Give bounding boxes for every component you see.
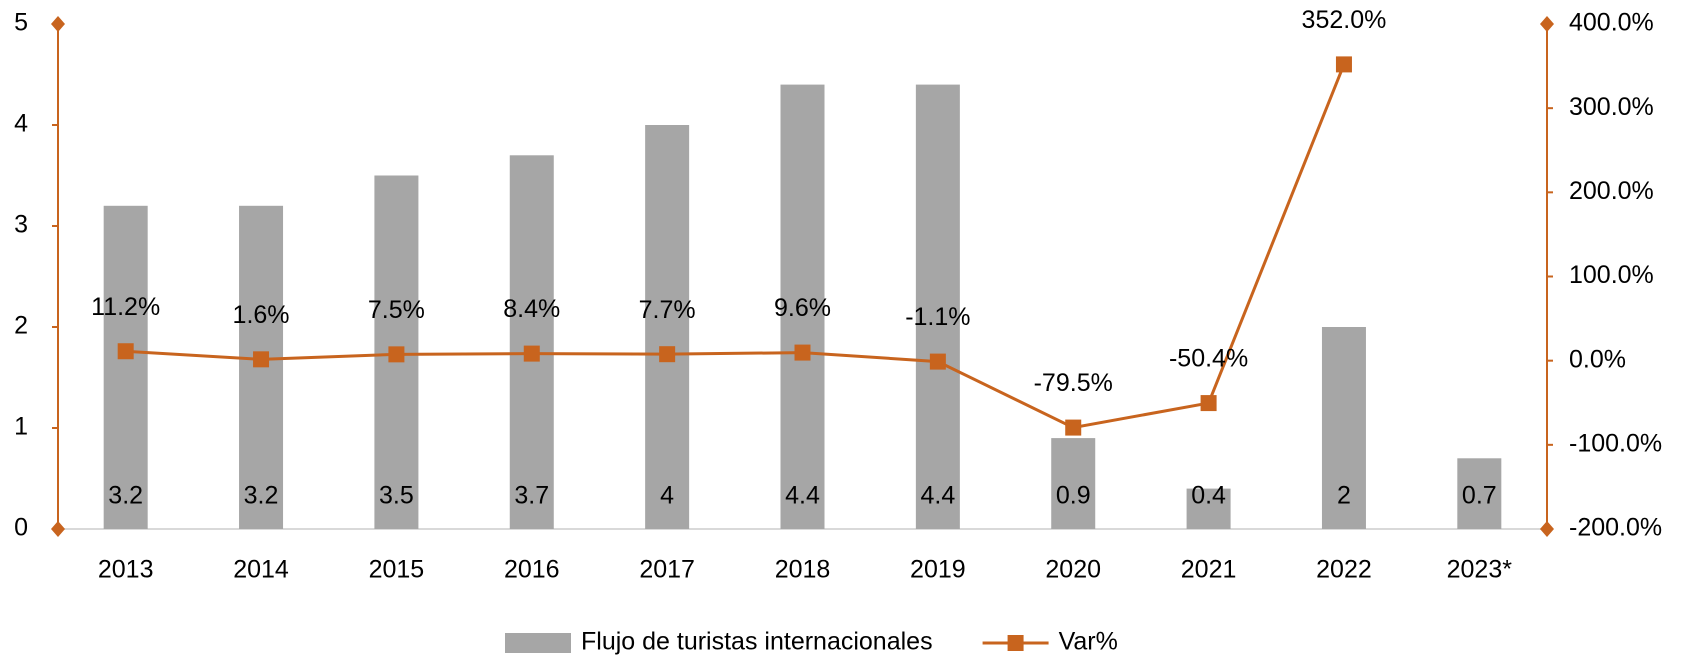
y2-tick-label: 400.0% xyxy=(1569,9,1654,37)
x-tick-label: 2023* xyxy=(1447,556,1513,584)
bar xyxy=(509,155,554,530)
bar-value-label: 0.4 xyxy=(1191,482,1226,510)
y-tick-label: 5 xyxy=(14,9,28,37)
bar-value-label: 4.4 xyxy=(785,482,820,510)
bar-value-label: 2 xyxy=(1337,482,1351,510)
x-tick-label: 2022 xyxy=(1316,556,1372,584)
bar-value-label: 3.7 xyxy=(514,482,549,510)
line-value-label: 11.2% xyxy=(91,293,160,321)
bar-value-label: 4 xyxy=(660,482,674,510)
x-tick-label: 2017 xyxy=(639,556,695,584)
x-tick-label: 2018 xyxy=(775,556,831,584)
bar xyxy=(103,205,148,530)
line-marker xyxy=(794,344,811,361)
bar xyxy=(915,84,960,529)
line-marker xyxy=(1065,419,1082,436)
bar xyxy=(645,125,690,529)
bar-value-label: 0.7 xyxy=(1462,482,1497,510)
legend-swatch xyxy=(505,633,571,653)
bar-value-label: 0.9 xyxy=(1056,482,1091,510)
bar-value-label: 3.2 xyxy=(244,482,279,510)
x-tick-label: 2015 xyxy=(369,556,425,584)
x-tick-label: 2014 xyxy=(233,556,289,584)
line-value-label: 7.5% xyxy=(368,296,425,324)
y2-tick-label: 300.0% xyxy=(1569,93,1654,121)
x-tick-label: 2019 xyxy=(910,556,966,584)
bar xyxy=(1457,458,1502,529)
y2-tick-label: 100.0% xyxy=(1569,261,1654,289)
x-tick-label: 2016 xyxy=(504,556,560,584)
x-tick-label: 2020 xyxy=(1045,556,1101,584)
line-value-label: -50.4% xyxy=(1169,345,1248,373)
line-marker xyxy=(929,353,946,370)
line-value-label: -1.1% xyxy=(905,303,970,331)
y-tick-label: 4 xyxy=(14,110,28,138)
y-tick-label: 1 xyxy=(14,413,28,441)
y2-tick-label: 200.0% xyxy=(1569,177,1654,205)
bar xyxy=(780,84,825,529)
y2-tick-label: -100.0% xyxy=(1569,429,1662,457)
y2-tick-label: 0.0% xyxy=(1569,345,1626,373)
bar-value-label: 3.2 xyxy=(108,482,143,510)
legend-label: Var% xyxy=(1059,628,1118,656)
legend-label: Flujo de turistas internacionales xyxy=(581,628,933,656)
bar xyxy=(1051,438,1096,529)
bar-value-label: 4.4 xyxy=(920,482,955,510)
line-marker xyxy=(253,351,270,368)
line-marker xyxy=(523,345,540,362)
line-value-label: 8.4% xyxy=(503,295,560,323)
x-tick-label: 2013 xyxy=(98,556,154,584)
y-tick-label: 2 xyxy=(14,312,28,340)
line xyxy=(125,63,1346,430)
line-value-label: 1.6% xyxy=(233,301,290,329)
line-marker xyxy=(388,346,405,363)
line-value-label: -79.5% xyxy=(1034,369,1113,397)
y-tick-label: 3 xyxy=(14,211,28,239)
bar xyxy=(1321,327,1366,529)
bar-value-label: 3.5 xyxy=(379,482,414,510)
line-marker xyxy=(1335,56,1352,73)
x-tick-label: 2021 xyxy=(1181,556,1237,584)
line-value-label: 9.6% xyxy=(774,294,831,322)
bar xyxy=(239,205,284,530)
line-marker xyxy=(117,343,134,360)
legend-swatch xyxy=(1007,635,1024,651)
y-tick-label: 0 xyxy=(14,514,28,542)
line-value-label: 352.0% xyxy=(1302,6,1387,34)
line-marker xyxy=(1200,395,1217,412)
line-value-label: 7.7% xyxy=(639,296,696,324)
y2-tick-label: -200.0% xyxy=(1569,514,1662,542)
bar xyxy=(1186,488,1231,529)
line-marker xyxy=(659,346,676,363)
